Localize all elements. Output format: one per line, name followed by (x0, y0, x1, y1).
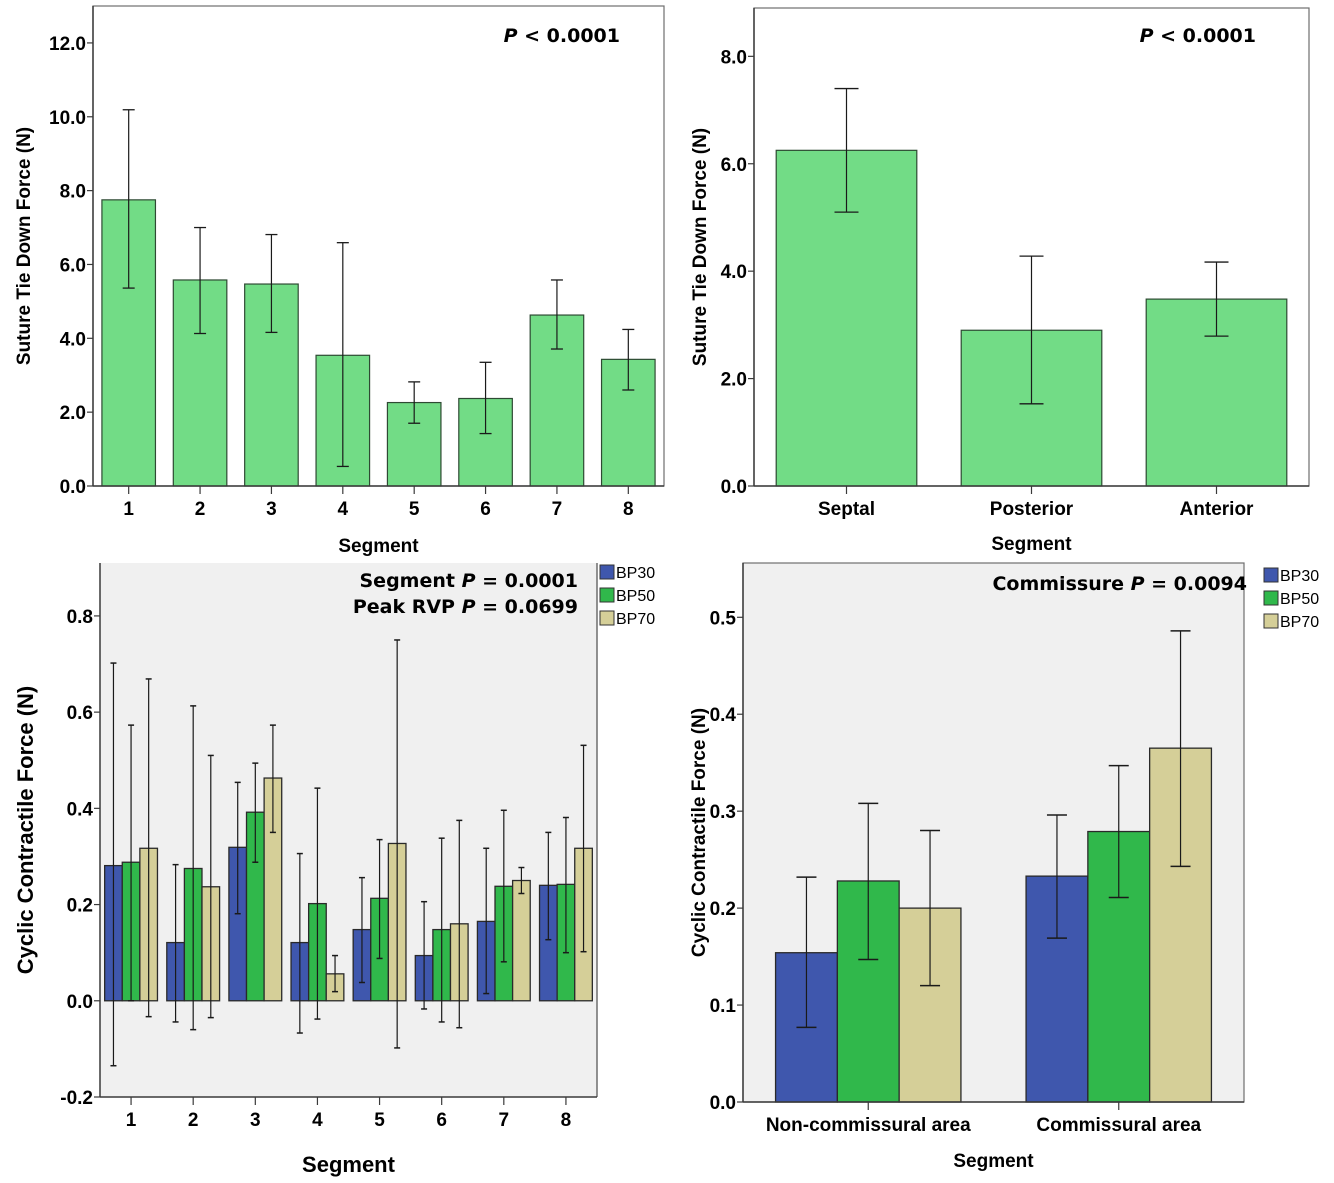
x-tick-label: Septal (818, 499, 875, 520)
y-tick-label: 2.0 (60, 403, 86, 424)
x-tick-label: 2 (188, 1110, 199, 1131)
y-tick-label: 8.0 (60, 182, 86, 203)
legend: BP30 BP50 BP70 (1263, 567, 1319, 631)
x-tick-label: 8 (623, 499, 634, 520)
y-tick-label: 0.6 (67, 703, 93, 724)
x-tick-label: 3 (250, 1110, 261, 1131)
x-tick-label: Non-commissural area (766, 1115, 971, 1136)
legend: BP30 BP50 BP70 (599, 564, 655, 628)
y-axis-title: Cyclic Contractile Force (N) (13, 686, 38, 975)
y-tick-label: 6.0 (721, 155, 747, 176)
x-tick-label: 7 (499, 1110, 510, 1131)
chart-bottom-right: 0.0 0.1 0.2 0.3 0.4 0.5 Non-commissural area Co… (689, 562, 1319, 1172)
x-axis-title: Segment (338, 536, 419, 557)
y-tick-label: 0.0 (710, 1093, 736, 1114)
y-tick-label: 0.1 (710, 996, 737, 1017)
chart-bottom-left: -0.2 0.0 0.2 0.4 0.6 0.8 1 2 3 4 5 6 7 8 Segment Cyclic… (13, 563, 655, 1177)
x-axis-title: Segment (991, 534, 1072, 555)
x-tick-label: 6 (436, 1110, 447, 1131)
x-tick-label: 6 (480, 499, 491, 520)
y-tick-label: 2.0 (721, 370, 747, 391)
x-tick-label: 4 (338, 499, 349, 520)
x-tick-label: Anterior (1180, 499, 1255, 520)
legend-label-bp30: BP30 (616, 565, 655, 582)
y-tick-label: 0.5 (710, 608, 737, 629)
x-tick-label: 4 (312, 1110, 323, 1131)
y-tick-label: 0.4 (67, 799, 94, 820)
y-axis-title: Cyclic Contractile Force (N) (689, 708, 710, 957)
x-axis-title: Segment (953, 1151, 1034, 1172)
p-value-annotation: P < 0.0001 (1140, 25, 1256, 47)
y-axis-title: Suture Tie Down Force (N) (690, 128, 711, 366)
x-tick-label: 7 (552, 499, 563, 520)
y-tick-label: 4.0 (60, 329, 86, 350)
legend-swatch-bp70 (1263, 613, 1279, 629)
y-tick-label: -0.2 (60, 1088, 93, 1109)
p-value-annotation: Segment P = 0.0001 (360, 570, 579, 592)
legend-swatch-bp50 (1263, 590, 1279, 606)
p-value-annotation: P < 0.0001 (504, 25, 620, 47)
x-tick-label: 1 (126, 1110, 137, 1131)
legend-swatch-bp30 (1263, 567, 1279, 583)
y-tick-label: 0.0 (721, 477, 747, 498)
legend-swatch-bp50 (599, 587, 615, 603)
y-tick-label: 12.0 (49, 34, 86, 55)
y-tick-label: 8.0 (721, 47, 747, 68)
y-tick-label: 0.8 (67, 607, 93, 628)
y-tick-label: 0.4 (710, 705, 737, 726)
x-tick-label: 8 (561, 1110, 572, 1131)
x-tick-label: 1 (123, 499, 134, 520)
x-tick-label: Posterior (990, 499, 1074, 520)
legend-label-bp70: BP70 (1280, 614, 1319, 631)
legend-swatch-bp70 (599, 610, 615, 626)
y-tick-label: 6.0 (60, 255, 86, 276)
p-value-annotation: Commissure P = 0.0094 (992, 573, 1247, 595)
x-tick-label: 2 (195, 499, 206, 520)
y-axis-title: Suture Tie Down Force (N) (14, 127, 35, 365)
y-tick-label: 0.3 (710, 802, 736, 823)
plot-area (100, 563, 597, 1097)
y-tick-label: 4.0 (721, 262, 747, 283)
bar-bp70-7 (511, 879, 531, 1002)
legend-label-bp70: BP70 (616, 611, 655, 628)
y-tick-label: 0.2 (67, 896, 93, 917)
p-value-annotation: Peak RVP P = 0.0699 (353, 596, 578, 618)
y-tick-label: 0.0 (67, 992, 93, 1013)
y-tick-label: 0.0 (60, 477, 86, 498)
x-axis-title: Segment (302, 1152, 396, 1177)
y-tick-label: 10.0 (49, 108, 86, 129)
chart-top-left: 0.0 2.0 4.0 6.0 8.0 10.0 12.0 1 2 3 4 5 6 7 8 Segment Su… (14, 5, 665, 557)
x-tick-label: 3 (266, 499, 277, 520)
x-tick-label: 5 (409, 499, 420, 520)
y-tick-label: 0.2 (710, 899, 736, 920)
x-tick-label: Commissural area (1036, 1115, 1201, 1136)
legend-label-bp50: BP50 (616, 588, 655, 605)
chart-top-right: 0.0 2.0 4.0 6.0 8.0 Septal Posterior Anterior Se… (690, 7, 1310, 555)
legend-label-bp50: BP50 (1280, 591, 1319, 608)
legend-label-bp30: BP30 (1280, 568, 1319, 585)
legend-swatch-bp30 (599, 564, 615, 580)
x-tick-label: 5 (374, 1110, 385, 1131)
